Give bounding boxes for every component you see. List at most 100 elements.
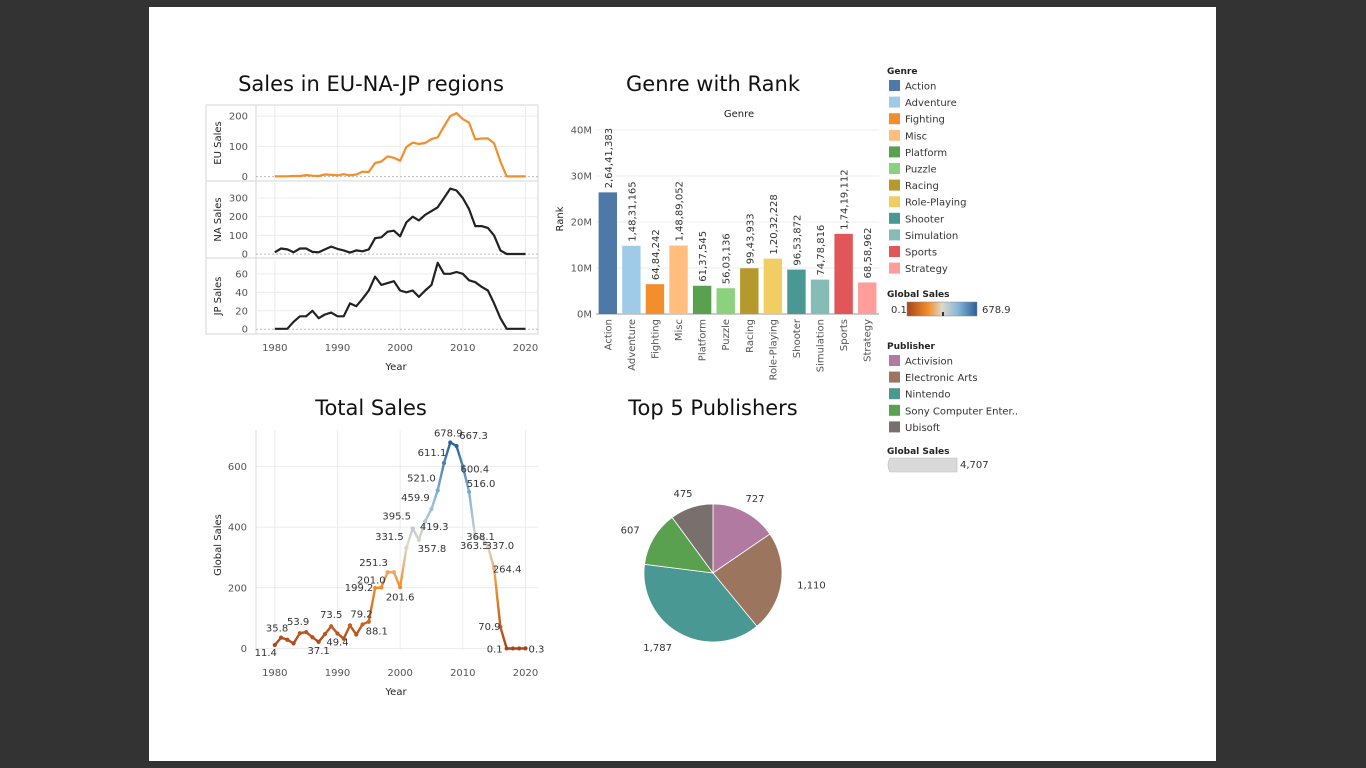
point-value-label: 516.0 bbox=[467, 479, 496, 490]
data-point bbox=[278, 635, 284, 640]
data-point bbox=[354, 632, 359, 637]
data-point bbox=[517, 646, 522, 651]
x-tick-label: 2010 bbox=[450, 343, 475, 354]
point-value-label: 49.4 bbox=[326, 637, 348, 648]
point-value-label: 0.1 bbox=[487, 644, 503, 655]
data-point bbox=[272, 642, 277, 648]
x-category-label: Platform bbox=[698, 319, 709, 361]
y-tick-label: 100 bbox=[229, 231, 248, 242]
legend-label-misc: Misc bbox=[905, 131, 927, 142]
bar-strategy bbox=[858, 282, 877, 314]
data-point bbox=[372, 585, 378, 591]
bar-value-label: 2,64,41,383 bbox=[604, 128, 615, 188]
x-tick-label: 1980 bbox=[262, 343, 287, 354]
data-point bbox=[523, 646, 528, 651]
data-point bbox=[485, 544, 490, 549]
bar-value-label: 1,20,32,228 bbox=[769, 194, 780, 254]
point-value-label: 611.1 bbox=[418, 448, 447, 459]
data-point bbox=[335, 631, 340, 636]
y-tick-label: 0 bbox=[242, 325, 248, 336]
data-point bbox=[498, 624, 503, 630]
point-value-label: 678.9 bbox=[434, 428, 463, 439]
global-sales-legend-title: Global Sales bbox=[887, 290, 950, 300]
data-point bbox=[297, 631, 302, 636]
data-point bbox=[347, 623, 353, 628]
x-category-label: Adventure bbox=[627, 319, 638, 371]
data-point bbox=[473, 536, 478, 541]
point-value-label: 35.8 bbox=[266, 624, 288, 635]
top-publishers-chart: Top 5 Publishers 727 1,110 1,787 607 475 bbox=[621, 396, 826, 654]
legend-swatch-role-playing bbox=[889, 196, 900, 208]
publisher-label: Electronic Arts bbox=[905, 373, 978, 384]
legend-swatch-sports bbox=[889, 246, 900, 257]
point-value-label: 521.0 bbox=[407, 473, 436, 484]
x-tick-label: 2010 bbox=[450, 668, 475, 679]
bar-value-label: 56,03,136 bbox=[722, 233, 733, 284]
y-tick-label: 0 bbox=[242, 250, 248, 261]
data-point bbox=[441, 460, 447, 466]
x-category-label: Misc bbox=[674, 319, 685, 341]
pie-value-label: 607 bbox=[621, 525, 640, 536]
top-publishers-title: Top 5 Publishers bbox=[627, 396, 798, 420]
point-value-label: 11.4 bbox=[255, 648, 277, 659]
pie-slice-electronic bbox=[712, 533, 783, 627]
panel-y-label: JP Sales bbox=[213, 277, 224, 317]
x-category-label: Role-Playing bbox=[768, 319, 779, 380]
genre-rank-chart: Genre with Rank Genre Rank 0M 10M 20M 30M 40… bbox=[555, 72, 879, 380]
pie-value-label: 727 bbox=[745, 494, 764, 505]
data-point bbox=[379, 585, 384, 590]
point-value-label: 0.3 bbox=[529, 644, 545, 655]
bar-value-label: 1,48,31,165 bbox=[627, 181, 638, 241]
legend-label-simulation: Simulation bbox=[905, 231, 958, 242]
point-value-label: 368.1 bbox=[466, 532, 495, 543]
point-value-label: 331.5 bbox=[375, 532, 404, 543]
data-point bbox=[310, 635, 315, 640]
legend-swatch-action bbox=[889, 80, 900, 91]
total-sales-title: Total Sales bbox=[314, 396, 427, 420]
data-point bbox=[285, 637, 290, 642]
total-sales-chart: Total Sales Global Sales Year 0 200 400 600… bbox=[213, 396, 544, 698]
point-value-label: 357.8 bbox=[418, 544, 447, 555]
x-tick-label: 2020 bbox=[513, 668, 538, 679]
data-point bbox=[322, 632, 328, 637]
genre-rank-title: Genre with Rank bbox=[626, 72, 801, 96]
legend-swatch-adventure bbox=[889, 96, 900, 108]
bar-sports bbox=[834, 233, 853, 314]
legend-panel: Genre Action Adventure Fighting Misc Platfor… bbox=[887, 67, 1018, 473]
legend-label-platform: Platform bbox=[905, 148, 947, 159]
point-value-label: 201.6 bbox=[386, 592, 415, 603]
data-point bbox=[291, 641, 296, 646]
y-tick-label: 600 bbox=[228, 462, 247, 473]
x-category-label: Fighting bbox=[650, 319, 661, 359]
bar-shooter bbox=[787, 269, 806, 314]
legend-swatch-platform bbox=[889, 146, 900, 158]
series-line-na-sales bbox=[274, 187, 526, 256]
point-value-label: 459.9 bbox=[401, 493, 430, 504]
data-point bbox=[448, 440, 453, 445]
legend-swatch-shooter bbox=[889, 212, 900, 224]
data-point bbox=[366, 619, 371, 624]
x-category-label: Strategy bbox=[863, 319, 874, 362]
x-category-label: Shooter bbox=[792, 318, 803, 358]
y-tick-label: 200 bbox=[228, 583, 247, 594]
genre-legend-title: Genre bbox=[887, 67, 917, 77]
data-point bbox=[391, 570, 396, 575]
data-point bbox=[304, 630, 309, 635]
legend-swatch-strategy bbox=[889, 262, 900, 274]
publisher-swatch bbox=[889, 404, 900, 416]
point-value-label: 264.4 bbox=[493, 564, 522, 575]
bar-value-label: 68,58,962 bbox=[863, 228, 874, 279]
publisher-swatch bbox=[889, 355, 900, 366]
dashboard-canvas: Sales in EU-NA-JP regions 0 100 200 EU Sale… bbox=[149, 7, 1216, 761]
legend-label-shooter: Shooter bbox=[905, 214, 945, 225]
regional-x-axis-label: Year bbox=[384, 362, 407, 373]
legend-label-action: Action bbox=[905, 82, 936, 93]
publisher-legend-title: Publisher bbox=[887, 342, 935, 352]
publisher-label: Sony Computer Enter.. bbox=[905, 406, 1018, 417]
bar-value-label: 99,43,933 bbox=[745, 213, 756, 264]
size-legend-max: 4,707 bbox=[960, 460, 989, 471]
y-tick-label: 20M bbox=[571, 218, 592, 229]
data-point bbox=[385, 570, 390, 575]
y-tick-label: 0 bbox=[242, 172, 248, 183]
y-tick-label: 40 bbox=[235, 288, 248, 299]
